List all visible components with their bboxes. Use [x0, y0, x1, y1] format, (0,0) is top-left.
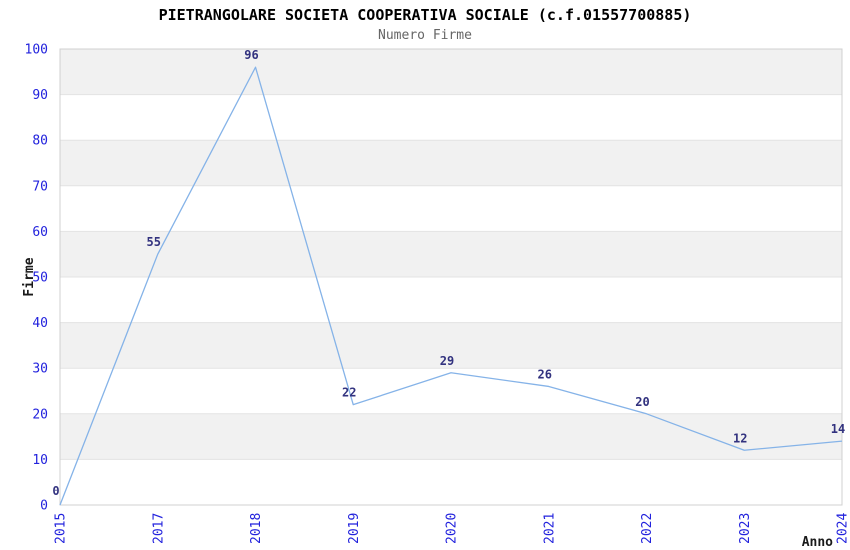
- chart-subtitle: Numero Firme: [378, 28, 472, 43]
- y-tick-label: 30: [32, 362, 48, 377]
- y-tick-label: 20: [32, 407, 48, 422]
- value-label: 29: [440, 354, 454, 368]
- x-tick-label: 2019: [347, 513, 362, 544]
- y-tick-label: 70: [32, 179, 48, 194]
- y-tick-label: 40: [32, 316, 48, 331]
- x-tick-label: 2020: [445, 513, 460, 544]
- plot-band: [60, 231, 842, 277]
- value-label: 14: [831, 422, 845, 436]
- value-label: 55: [147, 235, 161, 249]
- value-label: 22: [342, 386, 356, 400]
- y-tick-label: 90: [32, 88, 48, 103]
- y-tick-label: 100: [25, 43, 48, 58]
- value-label: 20: [635, 395, 649, 409]
- plot-band: [60, 413, 842, 460]
- series-line: [59, 66, 843, 506]
- y-tick-label: 0: [40, 499, 48, 514]
- plot-band: [60, 140, 842, 186]
- x-tick-label: 2017: [151, 513, 166, 544]
- x-tick-label: 2023: [738, 513, 753, 544]
- y-tick-label: 80: [32, 134, 48, 149]
- plot-band: [60, 322, 842, 369]
- x-tick-label: 2021: [542, 513, 557, 544]
- chart-title: PIETRANGOLARE SOCIETA COOPERATIVA SOCIAL…: [158, 6, 692, 24]
- plot-band: [60, 49, 842, 95]
- y-axis-title: Firme: [22, 257, 37, 296]
- x-axis-title: Anno: [802, 535, 833, 550]
- y-tick-label: 50: [32, 271, 48, 286]
- value-label: 26: [538, 367, 552, 381]
- x-tick-label: 2024: [836, 513, 850, 544]
- x-tick-label: 2022: [640, 513, 655, 544]
- value-label: 12: [733, 431, 747, 445]
- value-label: 96: [244, 48, 258, 62]
- value-label: 0: [52, 484, 59, 498]
- y-tick-label: 10: [32, 453, 48, 468]
- x-tick-label: 2018: [249, 513, 264, 544]
- x-tick-label: 2015: [54, 513, 69, 544]
- plot-border: [59, 48, 843, 506]
- y-tick-label: 60: [32, 225, 48, 240]
